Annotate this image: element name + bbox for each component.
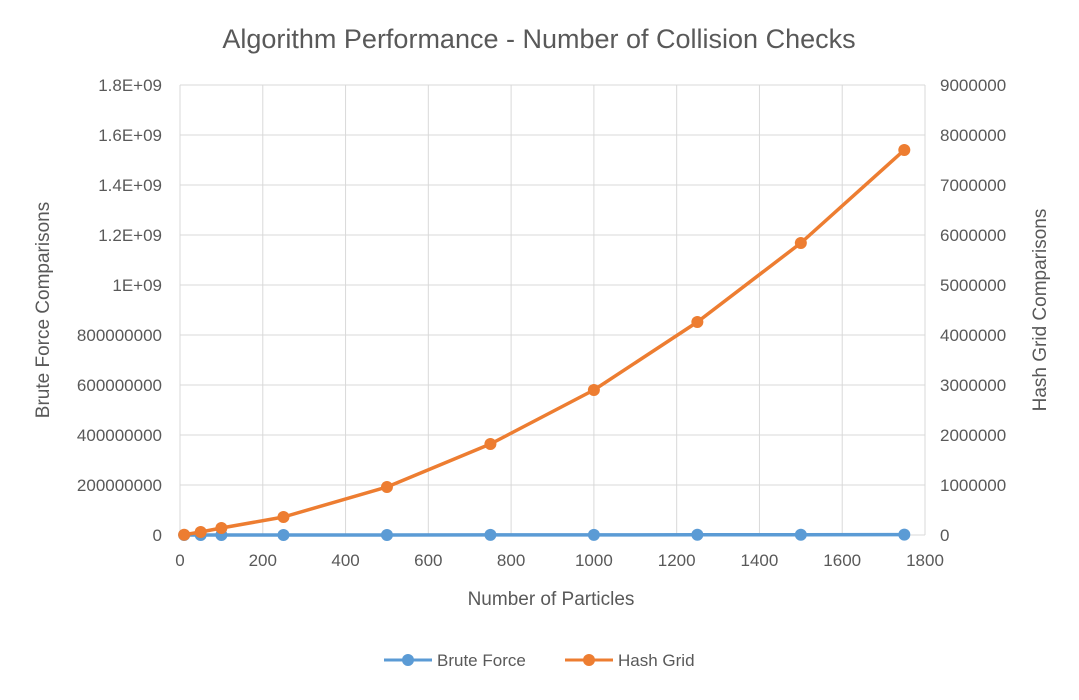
data-point-hash-grid bbox=[484, 438, 496, 450]
data-point-brute-force bbox=[898, 529, 910, 541]
data-point-brute-force bbox=[484, 529, 496, 541]
data-point-hash-grid bbox=[178, 529, 190, 541]
data-point-brute-force bbox=[381, 529, 393, 541]
y2-tick-label: 7000000 bbox=[940, 176, 1006, 195]
y-tick-label: 1.8E+09 bbox=[98, 76, 162, 95]
y2-tick-label: 9000000 bbox=[940, 76, 1006, 95]
legend-item-hash-grid: Hash Grid bbox=[565, 651, 695, 670]
x-tick-label: 0 bbox=[175, 551, 184, 570]
data-point-brute-force bbox=[588, 529, 600, 541]
legend: Brute Force Hash Grid bbox=[384, 651, 695, 670]
data-point-brute-force bbox=[795, 529, 807, 541]
y-tick-label: 200000000 bbox=[77, 476, 162, 495]
series-line-hash-grid bbox=[184, 150, 904, 535]
y-tick-label: 800000000 bbox=[77, 326, 162, 345]
data-point-hash-grid bbox=[381, 481, 393, 493]
y2-tick-label: 4000000 bbox=[940, 326, 1006, 345]
x-axis-ticks: 0 200 400 600 800 1000 1200 1400 1600 1800 bbox=[175, 551, 944, 570]
y-tick-label: 1.2E+09 bbox=[98, 226, 162, 245]
x-axis-label: Number of Particles bbox=[468, 589, 635, 610]
data-point-hash-grid bbox=[795, 237, 807, 249]
data-point-brute-force bbox=[277, 529, 289, 541]
data-point-hash-grid bbox=[195, 526, 207, 538]
y2-axis-ticks: 0 1000000 2000000 3000000 4000000 5000000 6000… bbox=[940, 76, 1006, 545]
x-tick-label: 1600 bbox=[823, 551, 861, 570]
data-point-brute-force bbox=[691, 529, 703, 541]
y2-tick-label: 8000000 bbox=[940, 126, 1006, 145]
y2-tick-label: 0 bbox=[940, 526, 949, 545]
y-tick-label: 0 bbox=[153, 526, 162, 545]
legend-item-brute-force: Brute Force bbox=[384, 651, 526, 670]
data-point-hash-grid bbox=[588, 384, 600, 396]
y2-tick-label: 5000000 bbox=[940, 276, 1006, 295]
legend-marker-hash-grid bbox=[583, 654, 595, 666]
data-point-hash-grid bbox=[277, 511, 289, 523]
y-tick-label: 400000000 bbox=[77, 426, 162, 445]
y-axis-label: Brute Force Comparisons bbox=[33, 202, 54, 418]
legend-label-hash-grid: Hash Grid bbox=[618, 651, 695, 670]
x-tick-label: 400 bbox=[331, 551, 359, 570]
y-tick-label: 1E+09 bbox=[112, 276, 162, 295]
y-tick-label: 600000000 bbox=[77, 376, 162, 395]
gridlines bbox=[180, 85, 925, 535]
data-point-hash-grid bbox=[215, 522, 227, 534]
legend-label-brute-force: Brute Force bbox=[437, 651, 526, 670]
y2-tick-label: 1000000 bbox=[940, 476, 1006, 495]
series-group bbox=[178, 144, 910, 541]
y-tick-label: 1.4E+09 bbox=[98, 176, 162, 195]
x-tick-label: 1400 bbox=[741, 551, 779, 570]
y-tick-label: 1.6E+09 bbox=[98, 126, 162, 145]
x-tick-label: 200 bbox=[249, 551, 277, 570]
y2-tick-label: 3000000 bbox=[940, 376, 1006, 395]
data-point-hash-grid bbox=[691, 316, 703, 328]
x-tick-label: 1800 bbox=[906, 551, 944, 570]
y2-axis-label: Hash Grid Comparisons bbox=[1030, 209, 1051, 412]
data-point-hash-grid bbox=[898, 144, 910, 156]
x-tick-label: 1000 bbox=[575, 551, 613, 570]
chart-title: Algorithm Performance - Number of Collis… bbox=[222, 24, 855, 54]
legend-marker-brute-force bbox=[402, 654, 414, 666]
y-axis-ticks: 0 200000000 400000000 600000000 800000000 1E+… bbox=[77, 76, 162, 545]
y2-tick-label: 6000000 bbox=[940, 226, 1006, 245]
x-tick-label: 800 bbox=[497, 551, 525, 570]
x-tick-label: 1200 bbox=[658, 551, 696, 570]
x-tick-label: 600 bbox=[414, 551, 442, 570]
y2-tick-label: 2000000 bbox=[940, 426, 1006, 445]
